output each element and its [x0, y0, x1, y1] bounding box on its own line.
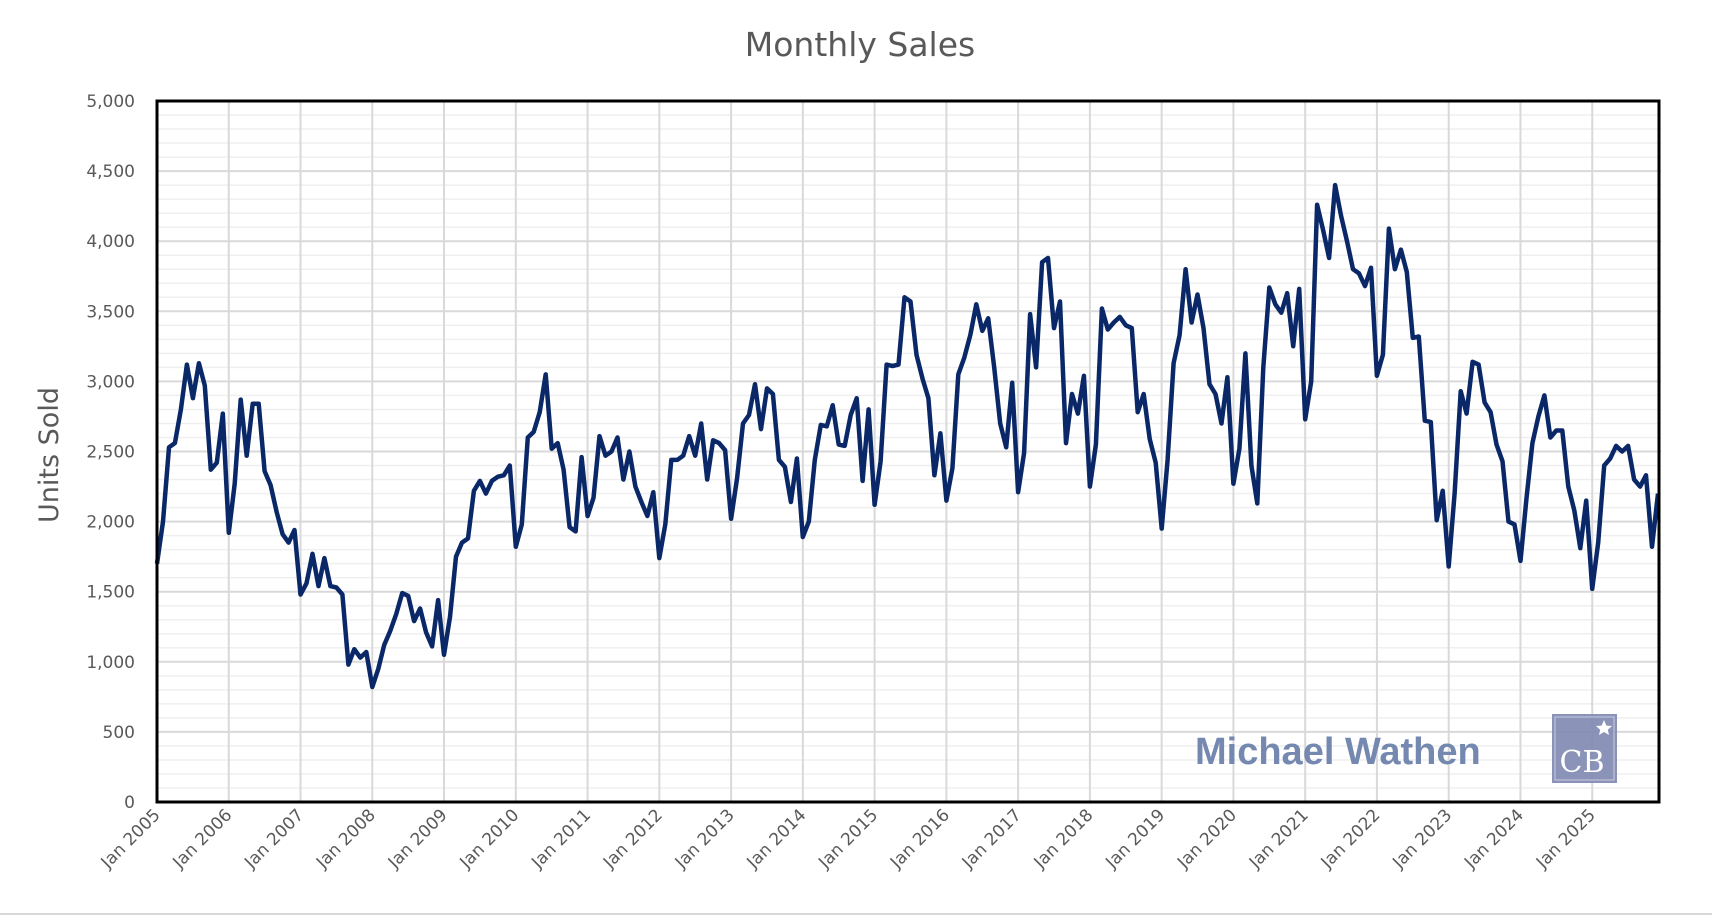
coldwell-banker-logo-icon: CB — [1552, 714, 1617, 783]
x-tick-label: Jan 2025 — [1532, 805, 1600, 873]
x-tick-label: Jan 2022 — [1317, 805, 1385, 873]
x-tick-label: Jan 2021 — [1245, 805, 1313, 873]
plot-area-border — [155, 99, 1661, 804]
y-axis-label: Units Sold — [34, 387, 65, 523]
gridlines — [157, 101, 1661, 802]
y-tick-label: 0 — [124, 793, 135, 813]
y-tick-label: 5,000 — [86, 92, 135, 112]
bottom-divider — [0, 913, 1712, 915]
x-tick-label: Jan 2008 — [312, 805, 380, 873]
star-icon — [1596, 720, 1612, 735]
x-tick-label: Jan 2007 — [240, 805, 308, 873]
y-tick-label: 1,500 — [86, 583, 135, 603]
x-tick-label: Jan 2015 — [814, 805, 882, 873]
x-tick-label: Jan 2016 — [886, 805, 954, 873]
series-line — [154, 182, 1661, 690]
y-tick-label: 2,500 — [86, 443, 135, 463]
x-tick-label: Jan 2024 — [1460, 805, 1528, 873]
y-tick-label: 2,000 — [86, 513, 135, 533]
x-tick-label: Jan 2012 — [599, 805, 667, 873]
y-tick-label: 1,000 — [86, 653, 135, 673]
x-tick-label: Jan 2013 — [671, 805, 739, 873]
x-tick-label: Jan 2006 — [169, 805, 237, 873]
y-tick-label: 4,500 — [86, 162, 135, 182]
x-tick-label: Jan 2019 — [1101, 805, 1169, 873]
chart-title: Monthly Sales — [745, 25, 975, 64]
watermark-name: Michael Wathen — [1195, 731, 1481, 773]
logo-text: CB — [1560, 745, 1605, 780]
y-tick-label: 3,000 — [86, 372, 135, 392]
y-tick-labels: 0 500 1,000 1,500 2,000 2,500 3,000 3,500 4,000 4… — [86, 92, 135, 813]
x-tick-label: Jan 2009 — [384, 805, 452, 873]
y-tick-label: 4,000 — [86, 232, 135, 252]
x-tick-label: Jan 2018 — [1030, 805, 1098, 873]
x-tick-label: Jan 2023 — [1388, 805, 1456, 873]
data-points — [156, 185, 1659, 688]
x-tick-label: Jan 2005 — [97, 805, 165, 873]
x-tick-label: Jan 2020 — [1173, 805, 1241, 873]
x-tick-label: Jan 2014 — [743, 805, 811, 873]
watermark: Michael Wathen CB — [1195, 714, 1617, 783]
x-tick-label: Jan 2011 — [527, 805, 595, 873]
x-tick-label: Jan 2017 — [958, 805, 1026, 873]
x-tick-labels: Jan 2005 Jan 2006 Jan 2007 Jan 2008 Jan 2009… — [97, 805, 1600, 873]
y-tick-label: 3,500 — [86, 302, 135, 322]
x-tick-label: Jan 2010 — [456, 805, 524, 873]
y-tick-label: 500 — [103, 723, 135, 743]
